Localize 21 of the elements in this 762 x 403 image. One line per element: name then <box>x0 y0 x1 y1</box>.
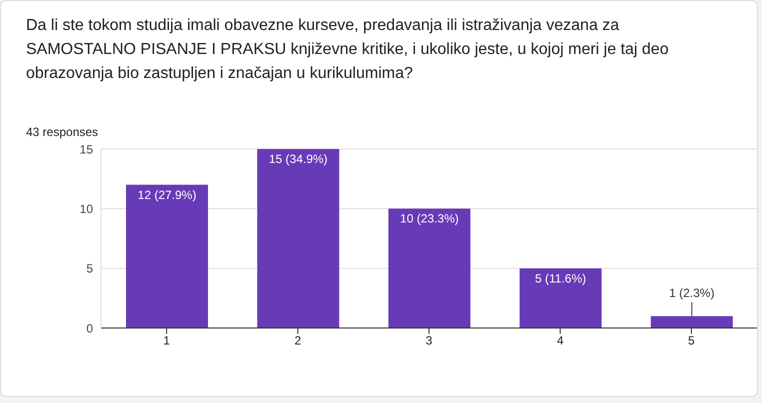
y-tick-label: 0 <box>86 321 94 336</box>
x-tick-label: 4 <box>556 334 564 348</box>
y-tick-label: 15 <box>80 142 94 156</box>
chart-subtitle: 43 responses <box>26 125 98 139</box>
data-label: 5 (11.6%) <box>535 271 586 286</box>
bar <box>388 208 470 328</box>
x-tick-label: 5 <box>688 334 696 348</box>
y-tick-label: 10 <box>80 202 94 216</box>
data-label: 10 (23.3%) <box>400 212 459 226</box>
x-tick-label: 2 <box>294 334 302 348</box>
bar <box>650 316 733 328</box>
x-tick-label: 3 <box>426 334 433 348</box>
x-tick-label: 1 <box>163 334 170 348</box>
chart-title: Da li ste tokom studija imali obavezne kurseve, predavanja ili istraživanja vezana za SAMOSTALNO PISANJE I PRAKSU književne kritike, i ukoliko jeste, u kojoj meri je taj deo obrazovanja bio zastupljen i značajan u kurikulumima? <box>26 16 670 84</box>
bar <box>257 149 340 328</box>
data-label: 1 (2.3%) <box>669 286 714 300</box>
bar <box>520 268 602 328</box>
data-label: 12 (27.9%) <box>138 188 196 202</box>
data-label: 15 (34.9%) <box>268 152 328 166</box>
bar <box>126 184 208 328</box>
y-tick-label: 5 <box>86 262 94 276</box>
